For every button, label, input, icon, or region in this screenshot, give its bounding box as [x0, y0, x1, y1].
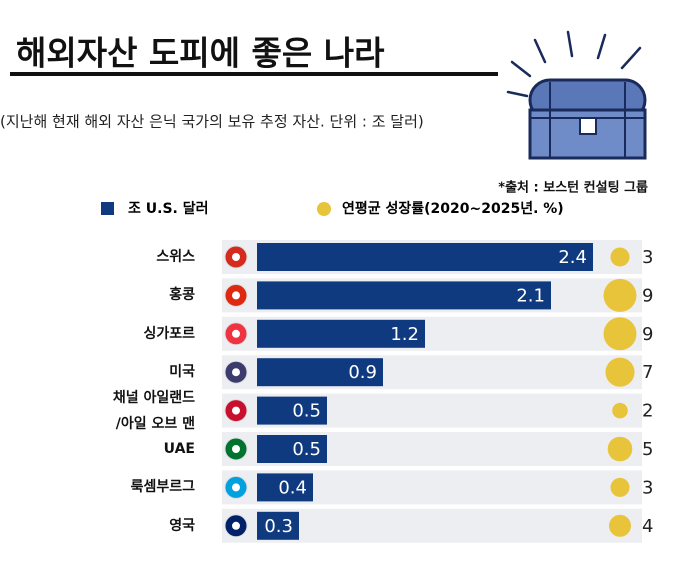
flag-icon-center	[232, 329, 240, 338]
source: *출처 : 보스턴 컨설팅 그룹	[498, 180, 648, 196]
legend-swatch	[101, 202, 114, 215]
category-label: UAE	[163, 441, 195, 457]
bubble-value-label: 9	[642, 285, 653, 306]
bubble	[607, 436, 633, 462]
chart-title: 해외자산 도피에 좋은 나라	[16, 34, 385, 73]
chart-subtitle: (지난해 현재 해외 자산 은닉 국가의 보유 추정 자산. 단위 : 조 달러…	[0, 113, 424, 131]
bar	[257, 319, 425, 348]
bar	[257, 511, 299, 540]
bubble	[605, 357, 635, 387]
bubble	[603, 317, 637, 351]
legend-swatch	[317, 202, 331, 216]
flag-icon-center	[232, 253, 240, 261]
bar-value-label: 0.5	[292, 401, 321, 422]
flag-icon-center	[232, 368, 240, 377]
bar	[257, 473, 313, 502]
bar-value-label: 2.4	[558, 247, 587, 268]
bar-value-label: 1.2	[390, 324, 419, 345]
bubble-value-label: 9	[642, 324, 653, 345]
category-label: 스위스	[156, 249, 195, 265]
bar	[257, 435, 327, 463]
category-label: 싱가포르	[143, 325, 195, 342]
title-underline	[10, 72, 498, 76]
bubble-value-label: 2	[642, 401, 653, 422]
bubble-value-label: 4	[642, 516, 653, 537]
bar-value-label: 0.3	[264, 516, 293, 537]
bubble-value-label: 5	[642, 439, 653, 460]
bubble	[610, 477, 630, 497]
bar-value-label: 2.1	[516, 285, 545, 306]
bar-value-label: 0.5	[292, 439, 321, 460]
flag-icon-center	[232, 406, 240, 415]
bubble	[609, 514, 631, 537]
bar-value-label: 0.4	[278, 477, 307, 498]
bubble-value-label: 7	[642, 362, 653, 383]
bubble	[603, 278, 637, 312]
flag-icon-center	[232, 291, 240, 300]
category-label: 미국	[169, 364, 195, 381]
legend-label: 조 U.S. 달러	[128, 201, 208, 217]
bar-value-label: 0.9	[348, 362, 377, 383]
bubble	[610, 247, 630, 267]
bubble-value-label: 3	[642, 247, 653, 268]
category-label: 영국	[169, 517, 195, 534]
flag-icon-center	[232, 483, 240, 492]
bar	[257, 281, 551, 310]
flag-icon-center	[232, 445, 240, 453]
bar	[257, 396, 327, 425]
legend-label: 연평균 성장률(2020~2025년. %)	[342, 200, 564, 217]
chest-illustration	[506, 30, 647, 160]
flag-icon-center	[232, 521, 240, 530]
bar	[257, 358, 383, 387]
bubble	[612, 402, 628, 419]
category-label: 홍콩	[169, 287, 195, 304]
category-label: 룩셈부르그	[130, 479, 195, 496]
bar	[257, 243, 593, 271]
bubble-value-label: 3	[642, 477, 653, 498]
category-label: 채널 아일랜드 /아일 오브 맨	[112, 389, 195, 432]
